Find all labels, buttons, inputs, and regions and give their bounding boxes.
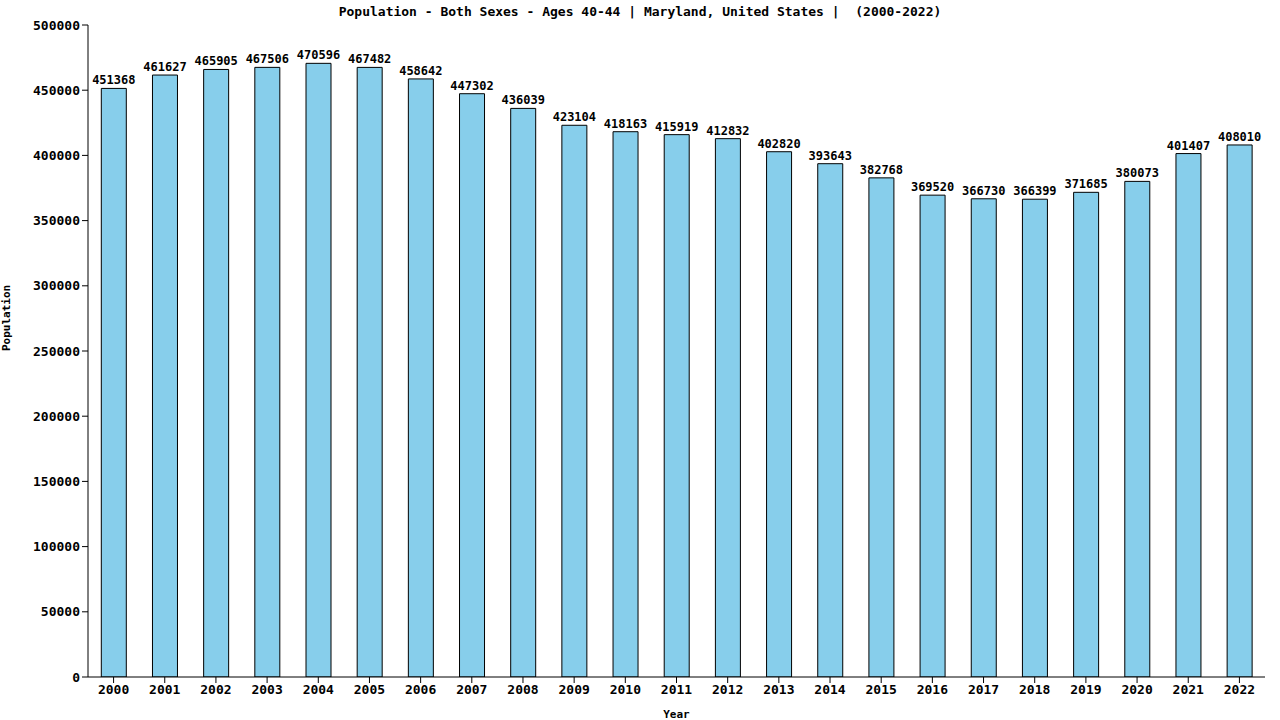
svg-text:400000: 400000 — [33, 148, 80, 163]
svg-text:2018: 2018 — [1019, 682, 1050, 697]
svg-text:412832: 412832 — [706, 124, 749, 138]
svg-text:250000: 250000 — [33, 344, 80, 359]
svg-text:2010: 2010 — [610, 682, 641, 697]
svg-text:415919: 415919 — [655, 120, 698, 134]
svg-text:200000: 200000 — [33, 409, 80, 424]
svg-text:2012: 2012 — [712, 682, 743, 697]
svg-text:458642: 458642 — [399, 64, 442, 78]
svg-text:2021: 2021 — [1173, 682, 1204, 697]
svg-text:366730: 366730 — [962, 184, 1005, 198]
svg-text:423104: 423104 — [553, 110, 596, 124]
svg-text:382768: 382768 — [860, 163, 903, 177]
svg-text:402820: 402820 — [757, 137, 800, 151]
svg-text:2022: 2022 — [1224, 682, 1255, 697]
svg-text:2001: 2001 — [149, 682, 180, 697]
svg-text:470596: 470596 — [297, 48, 340, 62]
svg-text:2008: 2008 — [507, 682, 538, 697]
svg-text:401407: 401407 — [1167, 139, 1210, 153]
html-text:Population - Both Sexes - Ages: Population - Both Sexes - Ages 40-44 | M… — [338, 4, 942, 19]
svg-text:2017: 2017 — [968, 682, 999, 697]
svg-text:450000: 450000 — [33, 83, 80, 98]
svg-text:2002: 2002 — [200, 682, 231, 697]
svg-text:350000: 350000 — [33, 213, 80, 228]
svg-text:2004: 2004 — [303, 682, 334, 697]
svg-text:436039: 436039 — [502, 93, 545, 107]
svg-text:465905: 465905 — [194, 54, 237, 68]
svg-text:2011: 2011 — [661, 682, 692, 697]
svg-text:2009: 2009 — [558, 682, 589, 697]
svg-text:2019: 2019 — [1070, 682, 1101, 697]
svg-text:2003: 2003 — [251, 682, 282, 697]
svg-text:50000: 50000 — [41, 604, 80, 619]
svg-text:447302: 447302 — [450, 79, 493, 93]
svg-text:467482: 467482 — [348, 52, 391, 66]
svg-text:418163: 418163 — [604, 117, 647, 131]
svg-text:2007: 2007 — [456, 682, 487, 697]
svg-text:150000: 150000 — [33, 474, 80, 489]
svg-text:2005: 2005 — [354, 682, 385, 697]
svg-text:100000: 100000 — [33, 539, 80, 554]
svg-text:369520: 369520 — [911, 180, 954, 194]
svg-text:300000: 300000 — [33, 278, 80, 293]
svg-text:2020: 2020 — [1121, 682, 1152, 697]
svg-text:Year: Year — [663, 708, 690, 720]
svg-text:393643: 393643 — [809, 149, 852, 163]
svg-text:2015: 2015 — [866, 682, 897, 697]
svg-text:2013: 2013 — [763, 682, 794, 697]
svg-text:2016: 2016 — [917, 682, 948, 697]
svg-text:408010: 408010 — [1218, 130, 1261, 144]
svg-text:380073: 380073 — [1116, 166, 1159, 180]
svg-text:366399: 366399 — [1013, 184, 1056, 198]
svg-text:461627: 461627 — [143, 60, 186, 74]
svg-text:371685: 371685 — [1064, 177, 1107, 191]
svg-text:2000: 2000 — [98, 682, 129, 697]
svg-text:467506: 467506 — [246, 52, 289, 66]
svg-text:Population: Population — [8, 285, 13, 351]
svg-text:0: 0 — [72, 670, 80, 685]
svg-text:451368: 451368 — [92, 73, 135, 87]
svg-text:2006: 2006 — [405, 682, 436, 697]
svg-text:2014: 2014 — [814, 682, 845, 697]
svg-text:500000: 500000 — [33, 18, 80, 33]
